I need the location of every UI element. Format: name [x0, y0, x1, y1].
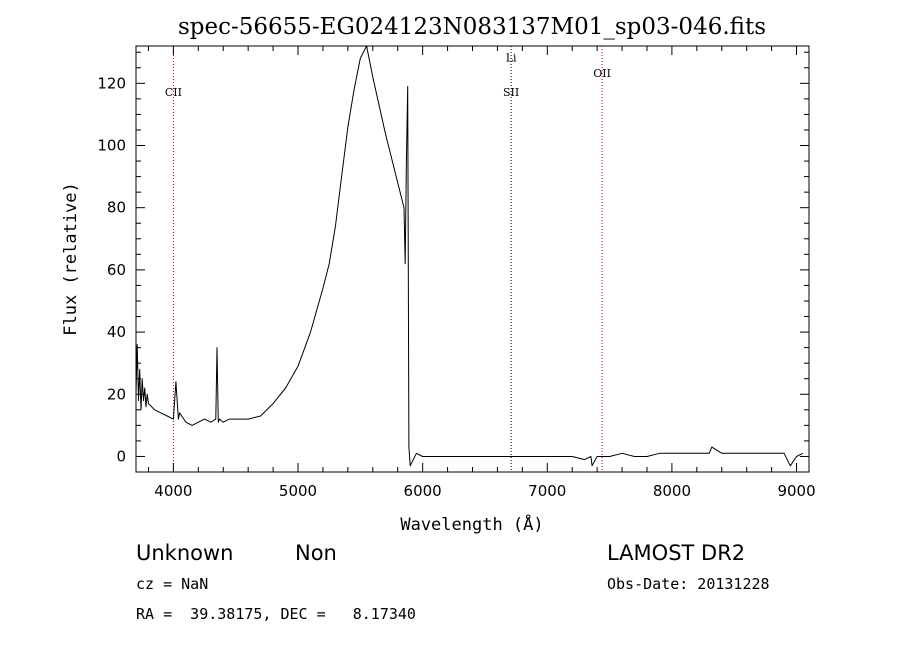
x-tick-label: 7000 [528, 482, 566, 500]
cz-label: cz = NaN [136, 575, 209, 593]
subclass-label: Non [295, 541, 337, 565]
y-tick-label: 40 [107, 323, 126, 341]
y-tick-label: 80 [107, 199, 126, 217]
plot-frame [135, 45, 810, 473]
chart-title: spec-56655-EG024123N083137M01_sp03-046.f… [178, 14, 766, 40]
x-tick-label: 5000 [279, 482, 317, 500]
y-tick-label: 100 [97, 137, 126, 155]
y-tick-label: 20 [107, 385, 126, 403]
line-label-sii: SII [503, 86, 519, 99]
x-tick-label: 4000 [154, 482, 192, 500]
line-label-cii: CII [165, 86, 182, 99]
obs-date-label: Obs-Date: 20131228 [607, 575, 770, 593]
spectrum-line [135, 45, 804, 467]
radec-label: RA = 39.38175, DEC = 8.17340 [136, 605, 416, 623]
y-tick-label: 120 [97, 74, 126, 92]
series-layer [135, 45, 804, 467]
x-tick-label: 6000 [404, 482, 442, 500]
line-label-oii: OII [593, 67, 611, 80]
y-tick-label: 60 [107, 261, 126, 279]
survey-label: LAMOST DR2 [607, 541, 746, 565]
y-tick-label: 0 [116, 447, 126, 465]
annotation-layer: CII SII Li OII [165, 46, 611, 472]
class-label: Unknown [136, 541, 234, 565]
tick-layer: 4000 5000 6000 7000 8000 9000 0 20 40 60 80 100 120 [97, 46, 816, 500]
x-tick-label: 8000 [653, 482, 691, 500]
x-axis-label: Wavelength (Å) [400, 513, 543, 535]
x-tick-label: 9000 [777, 482, 815, 500]
line-label-li: Li [506, 52, 517, 65]
y-axis-label: Flux (relative) [61, 182, 81, 336]
